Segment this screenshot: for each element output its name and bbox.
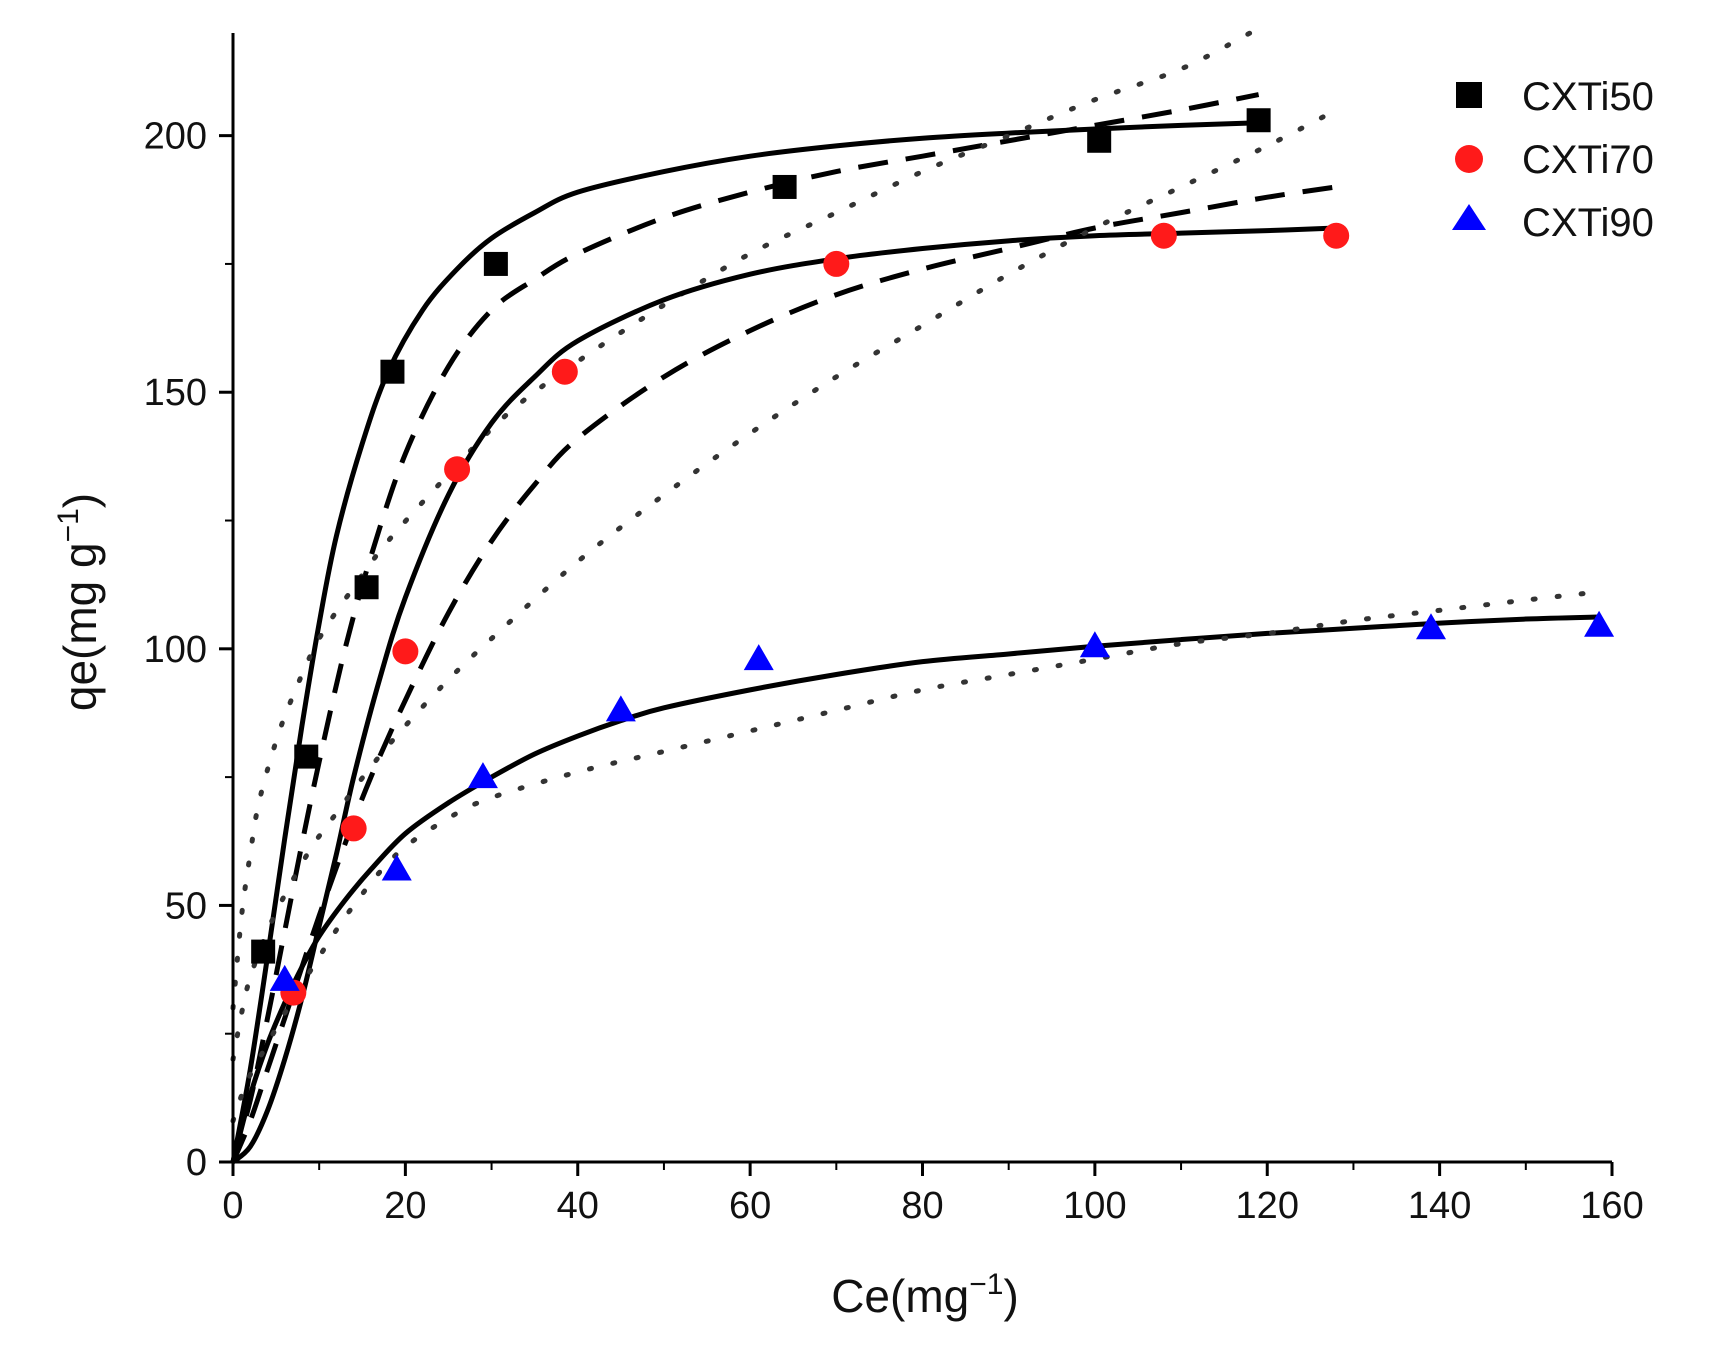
cxti90-data-point — [743, 644, 774, 671]
cxti70-data-point — [444, 456, 471, 483]
cxti90-data-point — [1079, 631, 1110, 658]
cxti90-data-point — [381, 854, 412, 881]
x-tick-label: 60 — [729, 1185, 771, 1227]
y-tick-label: 50 — [165, 885, 207, 927]
y-tick-label: 100 — [144, 629, 207, 671]
cxti50-data-point — [1087, 128, 1112, 153]
fit-curves — [230, 30, 1600, 1164]
x-tick-label: 140 — [1408, 1185, 1471, 1227]
cxti90-data-point — [1584, 610, 1615, 637]
cxti70-data-point — [551, 358, 578, 385]
x-tick-label: 20 — [384, 1185, 426, 1227]
cxti50-data-point — [251, 939, 276, 964]
cxti70-data-point — [823, 250, 850, 277]
cxti50-fit-solid — [230, 120, 1259, 1163]
x-tick-label: 120 — [1236, 1185, 1299, 1227]
legend-label-cxti70: CXTi70 — [1522, 138, 1654, 182]
cxti50-data-point — [294, 744, 319, 769]
cxti50-data-point — [483, 251, 508, 276]
cxti90-data-point — [269, 964, 300, 991]
legend-item-cxti50: CXTi50 — [1456, 75, 1654, 119]
cxti90-fit-solid — [230, 614, 1600, 1163]
cxti70-fit-dotted — [230, 107, 1339, 1062]
y-tick-label: 150 — [144, 372, 207, 414]
cxti70-data-point — [392, 638, 419, 665]
cxti50-data-point — [380, 359, 405, 384]
legend-marker-circle — [1455, 145, 1483, 173]
cxti50-fit-dotted — [230, 30, 1253, 1011]
cxti90-data-point — [467, 762, 498, 789]
cxti50-data-point — [772, 174, 797, 199]
cxti50-data-point — [1246, 108, 1271, 133]
cxti90-data-point — [605, 695, 636, 722]
y-tick-label: 0 — [186, 1142, 207, 1184]
y-axis-title: qe(mg g−1) — [52, 493, 106, 711]
cxti70-data-point — [340, 815, 367, 842]
x-tick-label: 0 — [222, 1185, 243, 1227]
legend-marker-triangle — [1452, 204, 1486, 230]
cxti70-fit-dashed — [230, 184, 1337, 1163]
x-tick-label: 100 — [1063, 1185, 1126, 1227]
cxti50-data-point — [354, 575, 379, 600]
data-markers — [251, 108, 1615, 1006]
y-tick-label: 200 — [144, 116, 207, 158]
legend-label-cxti90: CXTi90 — [1522, 201, 1654, 245]
x-axis-title: Ce(mg−1) — [831, 1268, 1019, 1322]
legend: CXTi50 CXTi70 CXTi90 — [1452, 75, 1654, 245]
cxti90-fit-dotted — [230, 589, 1598, 1124]
legend-item-cxti90: CXTi90 — [1452, 201, 1654, 245]
x-tick-label: 80 — [901, 1185, 943, 1227]
cxti70-data-point — [1323, 222, 1350, 249]
legend-item-cxti70: CXTi70 — [1455, 138, 1654, 182]
x-tick-label: 160 — [1580, 1185, 1643, 1227]
cxti90-data-point — [1416, 613, 1447, 640]
axis-ticks: 0 20 40 60 80 100 120 140 160 0 50 100 150 200 — [144, 116, 1644, 1227]
x-tick-label: 40 — [557, 1185, 599, 1227]
legend-label-cxti50: CXTi50 — [1522, 75, 1654, 119]
cxti70-data-point — [1150, 222, 1177, 249]
cxti50-fit-dashed — [230, 92, 1260, 1163]
legend-marker-square — [1456, 82, 1482, 108]
